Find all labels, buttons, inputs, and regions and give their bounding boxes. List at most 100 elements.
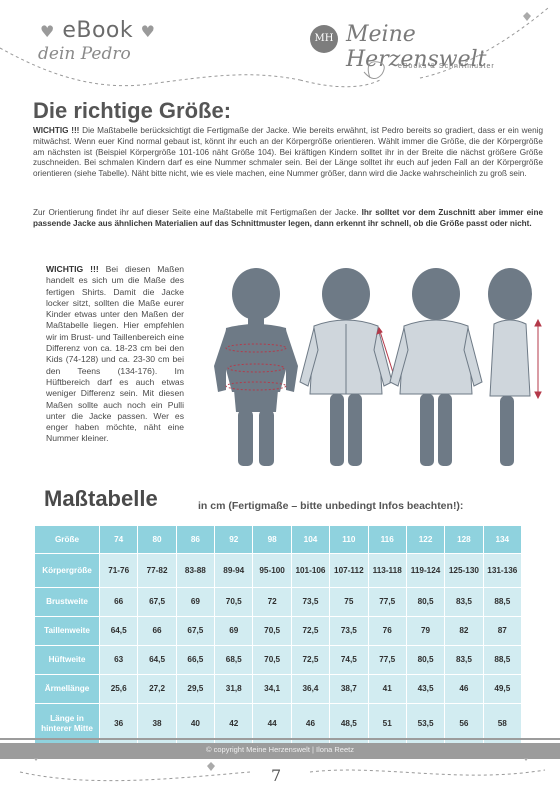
table-cell: 119-124 [405, 553, 446, 588]
row-label: Brustweite [34, 587, 100, 617]
table-cell: 76 [367, 616, 407, 646]
side-note-text: Bei diesen Maßen handelt es sich um die … [46, 264, 184, 444]
orientation-bold-text: Ihr solltet vor dem Zuschnitt aber immer… [33, 208, 543, 228]
table-cell: 71-76 [98, 553, 139, 588]
table-cell: 66,5 [175, 645, 216, 675]
table-row: Ärmellänge 25,6 27,2 29,5 31,8 34,1 36,4… [34, 674, 523, 704]
row-label: Hüftweite [34, 645, 100, 675]
table-cell: 53,5 [405, 703, 446, 744]
row-label: Taillenweite [34, 616, 100, 646]
table-cell: 80,5 [405, 587, 446, 617]
table-cell: 58 [482, 703, 523, 744]
table-cell: 25,6 [98, 674, 139, 704]
table-row: Hüftweite 63 64,5 66,5 68,5 70,5 72,5 74… [34, 645, 523, 675]
table-cell: 69 [175, 587, 216, 617]
table-cell: 70,5 [252, 645, 292, 675]
size-header-cell: 74 [98, 525, 139, 554]
row-label: Ärmellänge [34, 674, 100, 704]
table-cell: 29,5 [175, 674, 216, 704]
table-cell: 38 [137, 703, 177, 744]
table-cell: 34,1 [252, 674, 292, 704]
back-length-arrow [534, 318, 542, 400]
pattern-name: dein Pedro [38, 44, 131, 64]
table-cell: 75 [329, 587, 369, 617]
table-cell: 67,5 [137, 587, 177, 617]
child-front-silhouette [214, 268, 298, 466]
measurement-illustration [214, 268, 542, 466]
table-cell: 125-130 [444, 553, 484, 588]
measurement-lines [225, 343, 287, 391]
table-cell: 79 [405, 616, 446, 646]
table-cell: 66 [98, 587, 139, 617]
footer-bar [0, 743, 560, 759]
heart-icon: ♥ [40, 22, 55, 41]
table-cell: 77,5 [367, 645, 407, 675]
table-cell: 88,5 [482, 587, 523, 617]
table-cell: 44 [252, 703, 292, 744]
table-cell: 67,5 [175, 616, 216, 646]
table-cell: 46 [290, 703, 331, 744]
table-cell: 131-136 [482, 553, 523, 588]
intro-bold-lead: WICHTIG !!! [33, 126, 80, 135]
table-row: Taillenweite 64,5 66 67,5 69 70,5 72,5 7… [34, 616, 523, 646]
table-row: Brustweite 66 67,5 69 70,5 72 73,5 75 77… [34, 587, 523, 617]
table-cell: 87 [482, 616, 523, 646]
page-title: Die richtige Größe: [33, 98, 232, 123]
table-title: Maßtabelle [44, 486, 158, 511]
table-cell: 51 [367, 703, 407, 744]
table-cell: 72,5 [290, 645, 331, 675]
table-cell: 63 [98, 645, 139, 675]
brand-tagline: eBooks & Schnittmuster [398, 63, 495, 70]
size-table: Größe 74 80 86 92 98 104 110 116 122 128… [34, 525, 523, 744]
table-cell: 101-106 [290, 553, 331, 588]
table-cell: 42 [214, 703, 254, 744]
table-cell: 80,5 [405, 645, 446, 675]
size-header-cell: 92 [214, 525, 254, 554]
side-note: WICHTIG !!! Bei diesen Maßen handelt es … [46, 264, 184, 445]
row-label: Länge in hinterer Mitte [34, 703, 100, 744]
table-cell: 69 [214, 616, 254, 646]
table-row: Körpergröße 71-76 77-82 83-88 89-94 95-1… [34, 553, 523, 588]
jacket-back-figure [389, 268, 483, 466]
size-header-row: Größe 74 80 86 92 98 104 110 116 122 128… [34, 525, 523, 554]
size-header-cell: 98 [252, 525, 292, 554]
table-cell: 36 [98, 703, 139, 744]
table-cell: 27,2 [137, 674, 177, 704]
table-cell: 70,5 [252, 616, 292, 646]
table-cell: 83,5 [444, 587, 484, 617]
brand-name: Meine Herzenswelt [346, 22, 487, 72]
orientation-text: Zur Orientierung findet ihr auf dieser S… [33, 208, 362, 217]
side-note-bold-lead: WICHTIG !!! [46, 264, 99, 274]
table-cell: 41 [367, 674, 407, 704]
orientation-paragraph: Zur Orientierung findet ihr auf dieser S… [33, 208, 543, 230]
table-cell: 82 [444, 616, 484, 646]
table-cell: 70,5 [214, 587, 254, 617]
table-cell: 89-94 [214, 553, 254, 588]
footer-rule [0, 738, 560, 740]
size-header-cell: 80 [137, 525, 177, 554]
table-cell: 66 [137, 616, 177, 646]
header-stitching-decoration [0, 7, 549, 88]
table-cell: 95-100 [252, 553, 292, 588]
table-cell: 83,5 [444, 645, 484, 675]
table-cell: 113-118 [367, 553, 407, 588]
copyright-text: © copyright Meine Herzenswelt | Ilona Re… [206, 745, 354, 754]
table-cell: 72,5 [290, 616, 331, 646]
table-cell: 40 [175, 703, 216, 744]
size-header-cell: 104 [290, 525, 331, 554]
table-cell: 74,5 [329, 645, 369, 675]
size-header-cell: 128 [444, 525, 484, 554]
size-header-cell: 86 [175, 525, 216, 554]
table-cell: 64,5 [137, 645, 177, 675]
size-header-cell: 110 [329, 525, 369, 554]
footer-stitching-decoration [19, 758, 546, 782]
brand-logo-icon: MH [310, 25, 338, 53]
ebook-label: ♥ eBook ♥ [40, 18, 155, 43]
table-cell: 68,5 [214, 645, 254, 675]
size-header-cell: 122 [405, 525, 446, 554]
table-cell: 48,5 [329, 703, 369, 744]
table-cell: 107-112 [329, 553, 369, 588]
table-cell: 38,7 [329, 674, 369, 704]
table-cell: 77-82 [137, 553, 177, 588]
size-header-label: Größe [34, 525, 100, 554]
